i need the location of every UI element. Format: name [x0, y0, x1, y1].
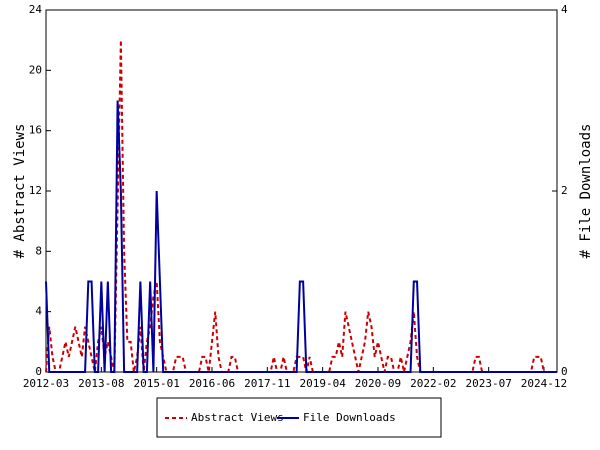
x-tick-label: 2019-04	[299, 377, 346, 390]
legend-label: File Downloads	[303, 411, 396, 424]
y-tick-label: 24	[29, 3, 43, 16]
x-tick-label: 2024-12	[521, 377, 567, 390]
y-tick-label: 20	[29, 63, 42, 76]
y-tick-label: 0	[35, 365, 42, 378]
x-tick-label: 2020-09	[355, 377, 401, 390]
x-tick-label: 2017-11	[244, 377, 290, 390]
y2-tick-label: 4	[561, 3, 568, 16]
x-tick-label: 2023-07	[465, 377, 511, 390]
legend-box	[156, 397, 442, 438]
legend-label: Abstract Views	[191, 411, 284, 424]
series-line	[45, 40, 557, 373]
x-tick-label: 2012-03	[23, 377, 69, 390]
y-axis-title: # Abstract Views	[12, 124, 28, 259]
y-tick-label: 8	[35, 244, 42, 257]
x-tick-label: 2022-02	[410, 377, 456, 390]
y-tick-label: 16	[29, 124, 42, 137]
y-tick-label: 4	[35, 305, 42, 318]
series-line	[45, 100, 557, 373]
y-tick-label: 12	[29, 184, 42, 197]
x-tick-label: 2016-06	[189, 377, 235, 390]
x-tick-label: 2013-08	[78, 377, 124, 390]
x-tick-label: 2015-01	[133, 377, 179, 390]
y2-tick-label: 2	[561, 184, 568, 197]
y2-axis-title: # File Downloads	[578, 124, 594, 259]
y2-tick-label: 0	[561, 365, 568, 378]
